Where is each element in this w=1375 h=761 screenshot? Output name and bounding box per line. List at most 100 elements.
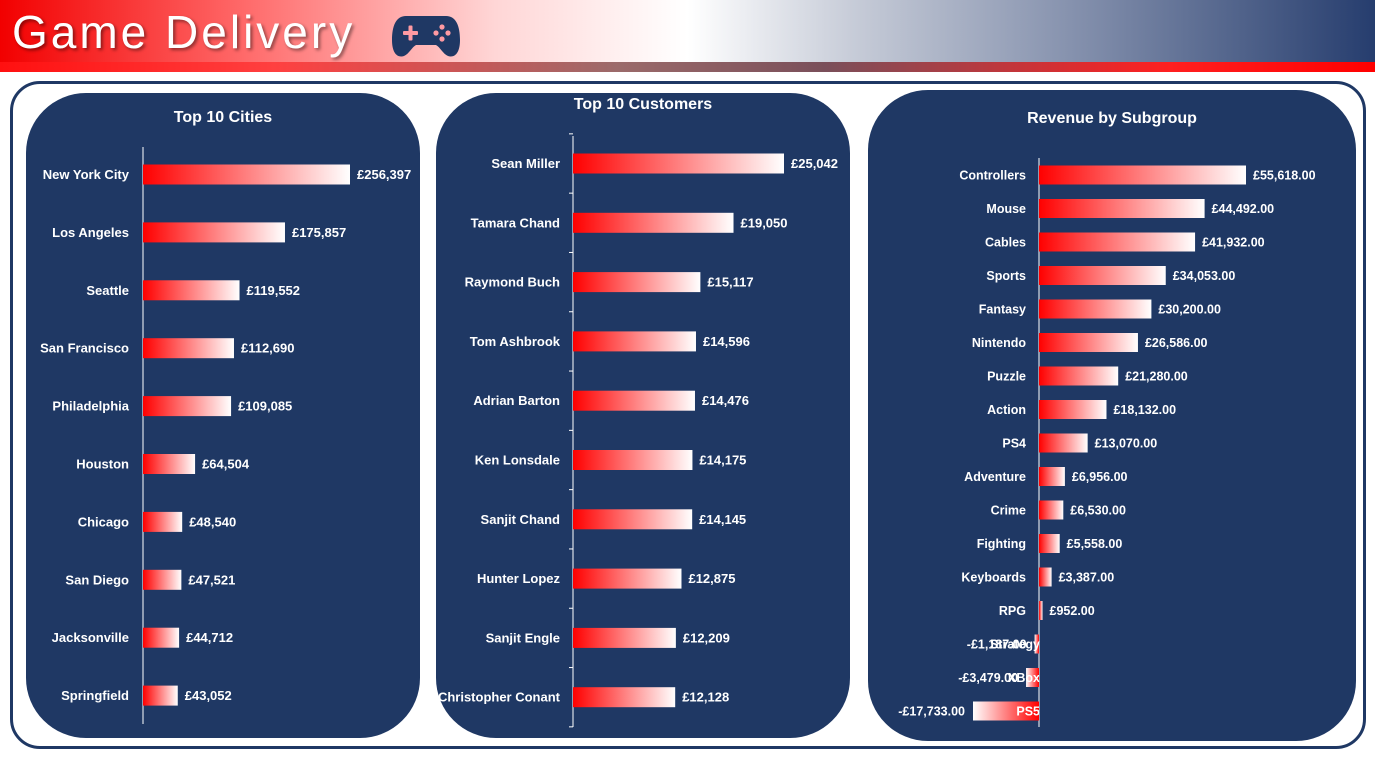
subgroup-data-label: £6,530.00 <box>1070 504 1126 518</box>
customers-data-label: £14,175 <box>699 453 746 468</box>
subgroup-data-label: -£17,733.00 <box>898 705 965 719</box>
customers-category-label: Hunter Lopez <box>477 571 561 586</box>
cities-bar <box>143 396 232 417</box>
subgroup-data-label: £13,070.00 <box>1095 437 1158 451</box>
subgroup-category-label: XBox <box>1008 671 1040 685</box>
customers-category-label: Sean Miller <box>491 156 560 171</box>
cities-data-label: £64,504 <box>202 457 250 472</box>
subgroup-data-label: £44,492.00 <box>1212 202 1275 216</box>
cities-category-label: San Francisco <box>40 341 129 356</box>
subgroup-data-label: £6,956.00 <box>1072 470 1128 484</box>
subgroup-data-label: £18,132.00 <box>1113 403 1176 417</box>
subgroup-title: Revenue by Subgroup <box>1027 110 1197 127</box>
customers-category-label: Adrian Barton <box>473 393 560 408</box>
subgroup-panel: Revenue by Subgroup <box>868 90 1356 741</box>
subgroup-category-label: Mouse <box>986 202 1026 216</box>
subgroup-bar <box>1039 433 1088 453</box>
cities-bar <box>143 454 196 474</box>
cities-bar <box>143 280 240 301</box>
subgroup-bar <box>1039 333 1138 352</box>
subgroup-category-label: Fantasy <box>979 303 1026 317</box>
subgroup-bar <box>1039 467 1065 486</box>
customers-data-label: £14,145 <box>699 512 746 527</box>
subgroup-bar <box>1039 601 1043 620</box>
customers-data-label: £12,875 <box>688 571 735 586</box>
customers-category-label: Christopher Conant <box>438 690 561 705</box>
customers-category-label: Tom Ashbrook <box>470 334 561 349</box>
subgroup-data-label: £21,280.00 <box>1125 370 1188 384</box>
cities-category-label: Houston <box>76 457 129 472</box>
cities-bar <box>143 685 178 706</box>
cities-data-label: £175,857 <box>292 225 346 240</box>
customers-data-label: £12,209 <box>683 630 730 645</box>
subgroup-category-label: Adventure <box>964 470 1026 484</box>
subgroup-bar <box>1039 500 1064 520</box>
subgroup-bar <box>1026 668 1039 687</box>
customers-title: Top 10 Customers <box>573 96 713 113</box>
cities-data-label: £44,712 <box>186 630 233 645</box>
customers-category-label: Ken Lonsdale <box>475 453 560 468</box>
customers-data-label: £14,596 <box>703 334 750 349</box>
subgroup-bar <box>973 701 1039 721</box>
subgroup-data-label: £55,618.00 <box>1253 169 1316 183</box>
gamepad-icon <box>392 16 460 57</box>
subgroup-data-label: £3,387.00 <box>1059 571 1115 585</box>
subgroup-category-label: Strategy <box>990 638 1040 652</box>
subgroup-data-label: -£1,187.00 <box>967 638 1027 652</box>
header-banner <box>0 0 1375 62</box>
subgroup-bar <box>1039 400 1107 419</box>
cities-category-label: New York City <box>43 167 130 182</box>
cities-bar <box>143 222 285 243</box>
customers-category-label: Sanjit Chand <box>481 512 561 527</box>
subgroup-category-label: Nintendo <box>972 336 1027 350</box>
customers-data-label: £14,476 <box>702 393 749 408</box>
cities-data-label: £112,690 <box>241 341 295 356</box>
cities-category-label: Seattle <box>86 283 129 298</box>
subgroup-data-label: £5,558.00 <box>1067 537 1123 551</box>
customers-data-label: £19,050 <box>741 215 788 230</box>
cities-data-label: £47,521 <box>188 572 235 587</box>
subgroup-category-label: Controllers <box>959 169 1026 183</box>
cities-data-label: £256,397 <box>357 167 411 182</box>
customers-data-label: £25,042 <box>791 156 838 171</box>
subgroup-category-label: Action <box>987 403 1026 417</box>
subgroup-category-label: Fighting <box>977 537 1026 551</box>
cities-bar <box>143 569 182 590</box>
cities-bar <box>143 338 234 359</box>
cities-category-label: Chicago <box>78 514 129 529</box>
customers-bar <box>573 331 696 352</box>
customers-data-label: £15,117 <box>707 275 753 290</box>
customers-bar <box>573 450 693 470</box>
subgroup-category-label: PS5 <box>1016 705 1040 719</box>
subgroup-bar <box>1039 299 1152 319</box>
subgroup-category-label: RPG <box>999 604 1026 618</box>
customers-bar <box>573 568 682 589</box>
subgroup-bar <box>1034 634 1039 654</box>
subgroup-category-label: PS4 <box>1002 437 1026 451</box>
customers-bar <box>573 509 693 530</box>
cities-category-label: San Diego <box>65 572 129 587</box>
subgroup-bar <box>1039 366 1119 386</box>
app-title: Game Delivery <box>12 6 356 58</box>
subgroup-category-label: Keyboards <box>961 571 1026 585</box>
subgroup-bar <box>1039 165 1246 185</box>
subgroup-bar <box>1039 266 1166 285</box>
subgroup-bar <box>1039 567 1052 587</box>
cities-category-label: Springfield <box>61 688 129 703</box>
subgroup-category-label: Puzzle <box>987 370 1026 384</box>
cities-bar <box>143 511 183 532</box>
subgroup-category-label: Sports <box>986 269 1026 283</box>
subgroup-data-label: -£3,479.00 <box>958 671 1018 685</box>
subgroup-bar <box>1039 199 1205 218</box>
subgroup-data-label: £952.00 <box>1050 604 1095 618</box>
subgroup-data-label: £26,586.00 <box>1145 336 1208 350</box>
cities-data-label: £119,552 <box>247 283 301 298</box>
customers-category-label: Raymond Buch <box>465 275 560 290</box>
header-stripe <box>0 62 1375 72</box>
subgroup-category-label: Crime <box>991 504 1026 518</box>
subgroup-bar <box>1039 232 1196 252</box>
cities-category-label: Philadelphia <box>52 399 129 414</box>
subgroup-data-label: £30,200.00 <box>1158 303 1221 317</box>
